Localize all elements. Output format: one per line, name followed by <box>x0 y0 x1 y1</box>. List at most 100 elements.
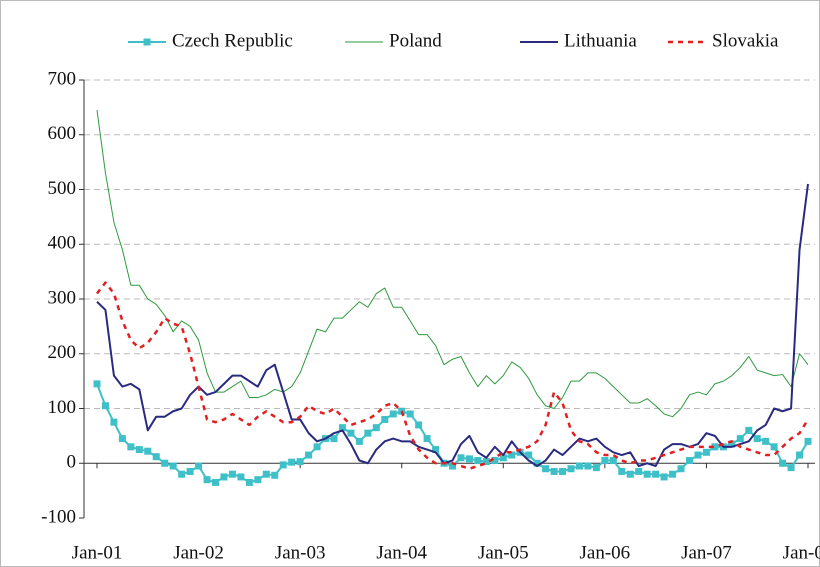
series-marker <box>728 440 736 448</box>
series-marker <box>499 454 507 462</box>
series-marker <box>381 415 389 423</box>
series-marker <box>762 437 770 445</box>
y-tick-label: 200 <box>48 342 77 363</box>
series-marker <box>550 467 558 475</box>
series-marker <box>652 470 660 478</box>
x-tick-label: Jan-02 <box>173 542 224 563</box>
x-tick-label: Jan-04 <box>376 542 427 563</box>
series-marker <box>330 435 338 443</box>
series-marker <box>186 467 194 475</box>
series-marker <box>449 462 456 470</box>
x-tick-label: Jan-06 <box>580 542 631 563</box>
series-marker <box>592 464 600 472</box>
series-marker <box>660 473 668 481</box>
series-marker <box>118 435 126 443</box>
series-marker <box>508 451 516 459</box>
series-marker <box>212 478 219 486</box>
series-marker <box>584 462 592 470</box>
series-marker <box>262 470 270 478</box>
y-tick-label: 600 <box>48 123 77 144</box>
series-marker <box>305 451 313 459</box>
series-marker <box>491 457 499 465</box>
series-marker <box>152 453 160 461</box>
series-marker <box>203 476 211 484</box>
series-marker <box>787 464 795 472</box>
legend-label: Poland <box>389 30 442 51</box>
y-tick-label: 500 <box>48 178 77 199</box>
series-marker <box>626 470 634 478</box>
series-marker <box>389 410 397 418</box>
series-marker <box>635 467 643 475</box>
series-marker <box>711 443 719 451</box>
series-marker <box>313 443 321 451</box>
series-marker <box>237 473 245 481</box>
series-marker <box>525 451 533 459</box>
series-marker <box>694 451 702 459</box>
series-marker <box>474 457 482 465</box>
legend-label: Slovakia <box>712 30 779 51</box>
series-marker <box>796 451 804 459</box>
series-marker <box>542 465 550 473</box>
series-marker <box>110 418 118 426</box>
series-marker <box>575 462 583 470</box>
series-marker <box>457 454 465 462</box>
x-tick-label: Jan-05 <box>478 542 529 563</box>
series-marker <box>482 458 490 466</box>
series-marker <box>161 459 169 467</box>
series-marker <box>423 435 431 443</box>
series-marker <box>245 478 253 486</box>
series-marker <box>415 421 423 429</box>
series-marker <box>643 470 651 478</box>
series-marker <box>406 410 414 418</box>
y-tick-label: 100 <box>48 397 77 418</box>
series-marker <box>677 465 685 473</box>
series-marker <box>338 424 346 432</box>
series-marker <box>533 459 541 467</box>
series-marker <box>195 462 203 470</box>
series-marker <box>736 435 744 443</box>
y-tick-label: 400 <box>48 233 77 254</box>
series-marker <box>753 435 761 443</box>
legend-label: Lithuania <box>564 30 637 51</box>
series-marker <box>144 447 152 455</box>
y-tick-label: 0 <box>67 452 77 473</box>
series-marker <box>432 446 440 454</box>
series-marker <box>372 424 380 432</box>
series-marker <box>296 458 304 466</box>
y-tick-label: 700 <box>48 68 77 89</box>
series-marker <box>254 476 262 484</box>
series-marker <box>601 457 609 465</box>
series-marker <box>220 473 228 481</box>
legend-label: Czech Republic <box>172 30 293 51</box>
series-marker <box>559 467 567 475</box>
series-line <box>96 281 810 470</box>
x-tick-label: Jan-01 <box>72 542 123 563</box>
x-tick-label: Jan-08 <box>783 542 820 563</box>
series-marker <box>178 470 186 478</box>
series-marker <box>686 457 693 465</box>
series-marker <box>702 448 710 456</box>
series-marker <box>101 402 109 410</box>
legend-marker <box>143 38 151 46</box>
series-marker <box>770 443 778 451</box>
series-marker <box>779 459 787 467</box>
series-marker <box>355 437 363 445</box>
series-marker <box>669 470 677 478</box>
series-marker <box>364 429 372 437</box>
series-marker <box>567 465 575 473</box>
y-tick-label: -100 <box>41 506 76 527</box>
series-marker <box>127 443 135 451</box>
series-marker <box>609 457 617 465</box>
x-tick-label: Jan-07 <box>681 542 732 563</box>
series-marker <box>465 455 473 463</box>
series-marker <box>228 470 236 478</box>
series-marker <box>271 471 279 479</box>
series-marker <box>135 446 143 454</box>
y-tick-label: 300 <box>48 287 77 308</box>
series-marker <box>93 380 101 388</box>
series-marker <box>618 467 626 475</box>
series-marker <box>804 437 812 445</box>
series-marker <box>279 461 287 469</box>
